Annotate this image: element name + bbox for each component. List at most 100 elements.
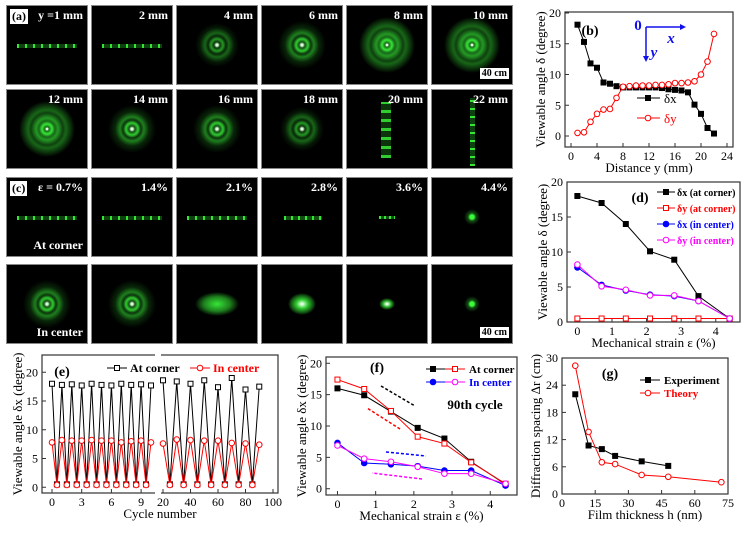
legend-label: δy (in center) [677, 236, 734, 247]
x-tick-label: 60 [689, 496, 701, 510]
x-tick-label: 4 [713, 324, 719, 338]
diffraction-pattern [92, 265, 172, 343]
diffraction-tile: 18 mm [261, 89, 343, 169]
legend-label: δy [664, 111, 677, 126]
y-tick-label: 0 [316, 482, 322, 496]
y-tick-label: 15 [549, 37, 561, 51]
panel-label: (e) [54, 365, 70, 380]
y-axis-label: Diffraction spacing Δr (cm) [528, 354, 543, 498]
legend-label: δx (in center) [677, 220, 734, 231]
strain-tile-corner: ε = 0.7% (c) At corner [6, 177, 88, 257]
diffraction-tile: 16 mm [176, 89, 258, 169]
x-tick-label: 30 [622, 496, 634, 510]
data-point [594, 64, 600, 71]
data-point [228, 439, 236, 447]
y-tick-label: 24 [546, 378, 558, 392]
diffraction-tile: 10 mm 40 cm [431, 5, 513, 85]
data-point [671, 315, 678, 322]
strain-label: ε = 0.7% [38, 180, 83, 194]
data-point [132, 481, 140, 489]
data-point [698, 110, 704, 117]
strain-tile-center: In center [6, 264, 88, 344]
diffraction-pattern [347, 6, 427, 84]
x-tick-label: 60 [212, 495, 224, 509]
data-point [587, 118, 594, 126]
x-axis-label: Mechanical strain ε (%) [359, 508, 483, 523]
data-point [228, 375, 235, 381]
tile-label: 14 mm [133, 92, 168, 106]
data-point [622, 221, 629, 227]
data-point [622, 315, 629, 322]
diffraction-tile: 6 mm [261, 5, 343, 85]
data-point [626, 82, 633, 90]
x-tick-label: 80 [240, 495, 252, 509]
diffraction-tile: 8 mm [346, 5, 428, 85]
data-point [685, 89, 691, 96]
strain-label: 2.1% [226, 180, 253, 194]
data-point [718, 478, 725, 486]
data-point [148, 382, 154, 389]
data-point [580, 129, 588, 136]
data-point [678, 87, 685, 94]
legend-marker [644, 114, 652, 122]
data-point [118, 439, 125, 446]
data-point [242, 440, 249, 447]
legend-marker [430, 366, 436, 372]
data-point [187, 436, 194, 444]
tile-label: 12 mm [48, 92, 83, 106]
data-point [235, 481, 242, 489]
legend-label: Theory [664, 388, 699, 400]
data-point [684, 79, 692, 86]
diffraction-pattern [347, 178, 427, 256]
data-point [88, 380, 95, 387]
data-point [665, 462, 672, 469]
data-point [441, 435, 448, 442]
data-point [691, 77, 698, 85]
data-point [387, 458, 395, 466]
x-tick-label: 1 [373, 497, 379, 511]
data-point [173, 436, 181, 443]
y-tick-label: 0 [555, 129, 561, 143]
panel-label: (g) [602, 367, 619, 382]
tile-label: 4 mm [224, 8, 253, 22]
data-point [665, 81, 672, 88]
panel-label: (f) [370, 361, 384, 376]
x-tick-label: 20 [157, 495, 169, 509]
data-point [606, 105, 614, 113]
x-tick-label: 2 [411, 497, 417, 511]
diffraction-pattern [262, 6, 342, 84]
data-point [159, 440, 167, 447]
strain-tile-corner: 4.4% [431, 177, 513, 257]
strain-tile-center [261, 264, 343, 344]
data-point [113, 481, 120, 489]
axis-break [155, 490, 161, 496]
legend-label: δx [664, 91, 677, 106]
data-point [638, 458, 645, 465]
y-tick-label: 20 [549, 6, 561, 20]
y-tick-label: 15 [26, 394, 38, 408]
data-point [585, 442, 592, 449]
x-tick-label: 75 [722, 496, 734, 510]
legend-label: Experiment [664, 375, 720, 387]
series-line [574, 394, 669, 467]
diffraction-pattern [432, 178, 512, 256]
y-tick-label: 10 [549, 68, 561, 82]
data-point [704, 58, 711, 65]
y-tick-label: 0 [557, 315, 563, 329]
origin-label: 0 [634, 18, 642, 34]
diffraction-pattern [432, 90, 512, 168]
data-point [574, 193, 581, 199]
diffraction-tile: y =1 mm (a) [6, 5, 88, 85]
y-tick-label: 5 [557, 280, 563, 294]
x-axis-label: Cycle number [123, 506, 197, 521]
data-point [704, 125, 711, 132]
strain-tile-corner: 2.1% [176, 177, 258, 257]
x-tick-label: 100 [264, 495, 282, 509]
series-line [51, 383, 152, 485]
diffraction-pattern [92, 90, 172, 168]
legend-marker [662, 220, 670, 228]
data-point [200, 437, 208, 444]
tile-label: 10 mm [473, 8, 508, 22]
x-tick-label: 20 [695, 149, 707, 163]
data-point [574, 129, 581, 137]
